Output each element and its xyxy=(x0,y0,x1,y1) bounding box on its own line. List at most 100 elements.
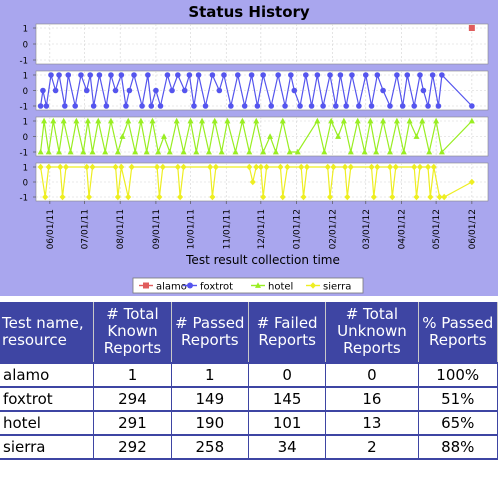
foxtrot-point xyxy=(399,103,406,109)
hotel-point xyxy=(367,117,374,124)
sierra-point xyxy=(374,163,381,171)
hotel-point xyxy=(67,148,74,155)
hotel-point xyxy=(419,117,426,124)
sierra-point xyxy=(416,163,423,171)
legend-label: foxtrot xyxy=(200,282,233,293)
sierra-point xyxy=(253,163,260,171)
cell-percent-passed: 65% xyxy=(418,410,498,434)
hotel-point xyxy=(173,117,180,124)
hotel-point xyxy=(347,148,354,155)
header-passed: # Passed Reports xyxy=(171,302,249,362)
hotel-point xyxy=(180,148,187,155)
x-tick-label: 10/01/11 xyxy=(187,209,197,249)
sierra-point xyxy=(128,163,135,171)
legend-marker xyxy=(187,282,193,289)
x-tick-label: 06/01/11 xyxy=(46,209,56,249)
cell-total-known: 291 xyxy=(94,410,172,434)
foxtrot-point xyxy=(40,87,46,94)
sierra-point xyxy=(112,163,119,171)
chart-panel: Status History -1 0 1 -1 0 1 -1 0 1 -1 0 1 06/01/11… xyxy=(0,0,498,296)
foxtrot-point xyxy=(332,103,339,109)
legend: alamo foxtrot hotel sierra xyxy=(132,277,364,294)
cell-percent-passed: 51% xyxy=(418,386,498,410)
sierra-point xyxy=(330,163,337,171)
x-tick-label: 07/01/11 xyxy=(80,209,90,249)
sierra-point xyxy=(118,163,125,171)
cell-test-name: hotel xyxy=(0,410,95,434)
table-row: alamo 1 1 0 0 100% xyxy=(0,362,498,386)
sierra-point xyxy=(368,163,375,171)
foxtrot-point xyxy=(327,72,333,78)
hotel-point xyxy=(149,117,156,124)
sierra-point xyxy=(209,193,216,201)
hotel-point xyxy=(438,148,445,155)
cell-percent-passed: 100% xyxy=(418,362,498,386)
foxtrot-point xyxy=(221,72,227,78)
x-tick-label: 03/01/12 xyxy=(362,209,372,249)
hotel-point xyxy=(413,133,420,139)
x-tick-label: 09/01/11 xyxy=(152,209,162,249)
foxtrot-point xyxy=(157,103,164,109)
x-tick-label: 08/01/11 xyxy=(116,209,126,249)
y-tick-label: -1 xyxy=(20,194,28,204)
foxtrot-point xyxy=(404,72,411,78)
sierra-point xyxy=(389,193,396,201)
sierra-point xyxy=(370,193,377,201)
foxtrot-point xyxy=(191,103,197,109)
foxtrot-point xyxy=(164,72,171,78)
sierra-point xyxy=(427,193,434,201)
sierra-point xyxy=(159,163,166,171)
hotel-point xyxy=(406,117,413,124)
foxtrot-point xyxy=(62,103,68,109)
x-tick-label: 06/01/12 xyxy=(468,209,478,249)
cell-failed: 101 xyxy=(248,410,327,434)
table-header-row: Test name, resource # Total Known Report… xyxy=(0,302,498,362)
x-tick-label: 11/01/11 xyxy=(222,209,232,249)
hotel-point xyxy=(433,117,440,124)
hotel-point xyxy=(193,148,200,155)
hotel-point xyxy=(380,117,387,124)
foxtrot-point xyxy=(356,103,362,109)
sierra-point xyxy=(303,163,310,171)
foxtrot-point xyxy=(439,72,445,78)
foxtrot-point xyxy=(43,103,50,109)
hotel-point xyxy=(50,117,57,124)
cell-test-name: foxtrot xyxy=(0,386,95,410)
foxtrot-point xyxy=(118,72,125,78)
alamo-point xyxy=(468,25,475,31)
hotel-point xyxy=(187,117,194,124)
foxtrot-point xyxy=(96,72,103,78)
foxtrot-point xyxy=(169,87,175,94)
y-tick-label: 0 xyxy=(23,41,28,51)
hotel-point xyxy=(155,148,162,155)
hotel-point xyxy=(60,117,67,124)
sierra-point xyxy=(425,163,432,171)
y-tick-label: 1 xyxy=(23,72,28,82)
hotel-point xyxy=(166,148,173,155)
hotel-point xyxy=(56,148,63,155)
foxtrot-point xyxy=(248,72,255,78)
y-tick-label: 1 xyxy=(23,164,28,174)
foxtrot-point xyxy=(195,72,202,78)
foxtrot-point xyxy=(374,72,381,78)
cell-total-known: 292 xyxy=(94,434,172,460)
foxtrot-point xyxy=(394,72,400,78)
cell-failed: 34 xyxy=(248,434,327,460)
sierra-point xyxy=(177,193,184,201)
foxtrot-point xyxy=(37,103,44,109)
sierra-point xyxy=(212,163,219,171)
hotel-point xyxy=(314,117,321,124)
sierra-point xyxy=(156,193,163,201)
foxtrot-point xyxy=(209,72,216,78)
hotel-point xyxy=(272,148,279,155)
x-axis-label: Test result collection time xyxy=(185,253,340,267)
sierra-point xyxy=(207,163,214,171)
y-tick-label: 0 xyxy=(23,133,28,143)
legend-marker xyxy=(255,282,261,288)
foxtrot-point xyxy=(349,72,355,78)
sierra-point xyxy=(125,193,132,201)
cell-test-name: alamo xyxy=(0,362,95,386)
y-tick-label: 0 xyxy=(23,179,28,189)
status-history-chart: Status History -1 0 1 -1 0 1 -1 0 1 -1 0 1 06/01/11… xyxy=(20,3,489,294)
sierra-point xyxy=(257,163,264,171)
